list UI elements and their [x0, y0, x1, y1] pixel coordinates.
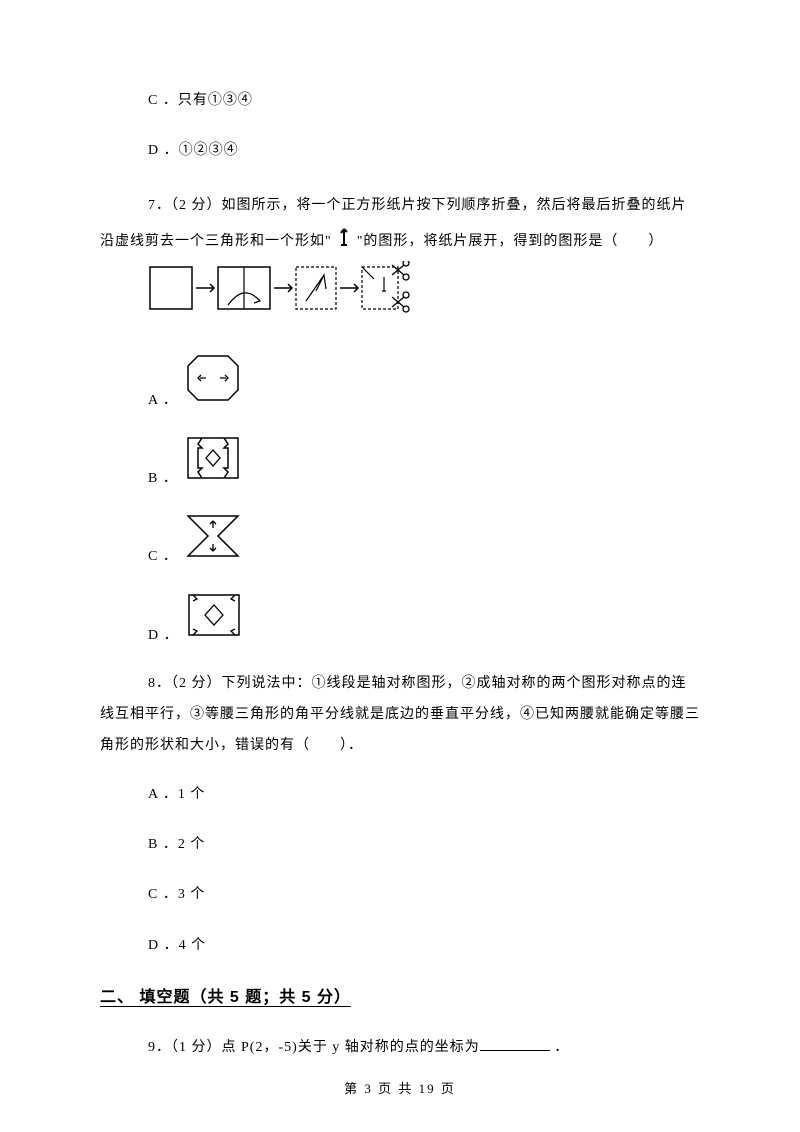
- q9-text: 9．（1 分）点 P(2，-5)关于 y 轴对称的点的坐标为 ．: [100, 1033, 700, 1064]
- option-d-shape-icon: [185, 591, 243, 647]
- option-a-shape-icon: [184, 352, 242, 412]
- fold-sequence-diagram: [148, 261, 700, 323]
- q8-option-c: C ．3 个: [148, 884, 700, 906]
- q7-option-c: C ．: [148, 512, 700, 568]
- q6-option-d: D ．①②③④: [148, 140, 700, 162]
- q7-suffix: "的图形，将纸片展开，得到的图形是（ ）: [352, 234, 663, 249]
- option-b-shape-icon: [184, 434, 242, 490]
- q8-option-a: A ．1 个: [148, 784, 700, 806]
- q7-option-b: B ．: [148, 434, 700, 490]
- q6-option-c: C ．只有①③④: [148, 90, 700, 112]
- page-footer: 第 3 页 共 19 页: [0, 1079, 800, 1100]
- q9-suffix: ．: [550, 1040, 570, 1055]
- q8-option-b: B ．2 个: [148, 834, 700, 856]
- option-c-shape-icon: [184, 512, 242, 568]
- q8-text: 8．（2 分）下列说法中：①线段是轴对称图形，②成轴对称的两个图形对称点的连线互…: [100, 669, 700, 761]
- fill-blank[interactable]: [480, 1037, 550, 1051]
- section-2-heading: 二、 填空题（共 5 题；共 5 分）: [100, 985, 700, 1011]
- q7-text: 7．（2 分）如图所示，将一个正方形纸片按下列顺序折叠，然后将最后折叠的纸片沿虚…: [100, 191, 700, 261]
- q7-option-d: D ．: [148, 591, 700, 647]
- glyph-one-icon: [336, 222, 352, 262]
- q8-option-d: D ．4 个: [148, 935, 700, 957]
- q9-prefix: 9．（1 分）点 P(2，-5)关于 y 轴对称的点的坐标为: [148, 1040, 480, 1055]
- q7-option-a: A ．: [148, 352, 700, 412]
